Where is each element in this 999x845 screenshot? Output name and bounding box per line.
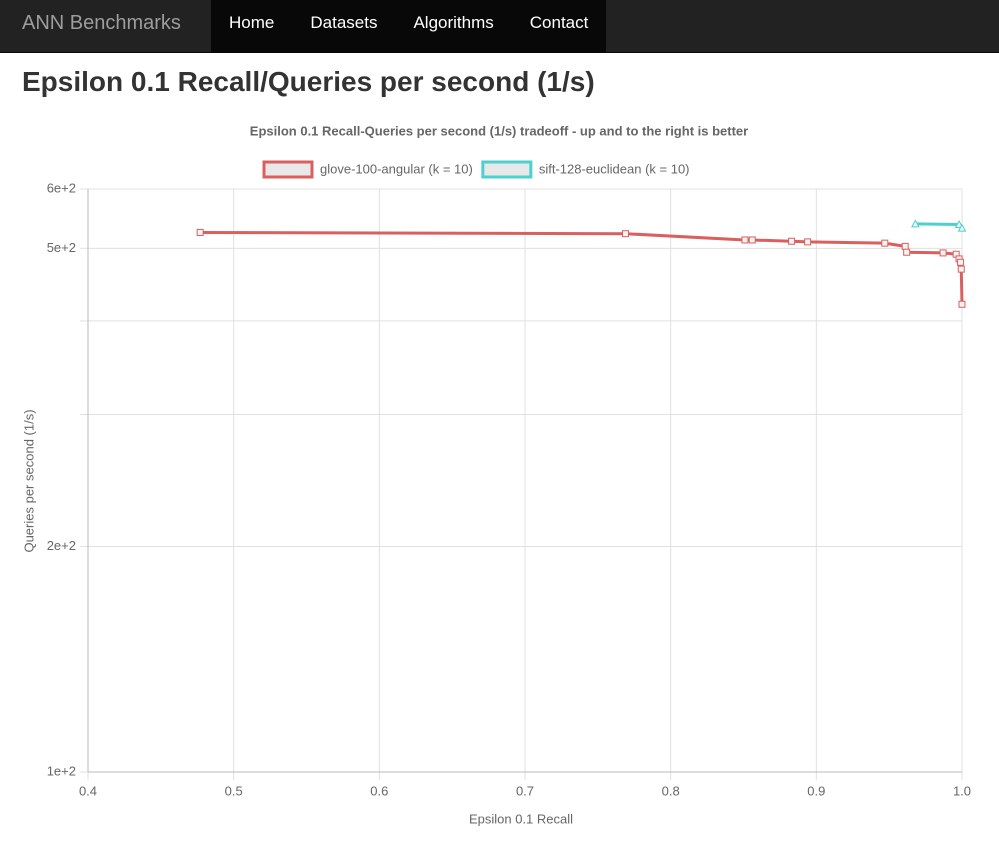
legend-label: glove-100-angular (k = 10) [320,161,473,176]
data-point [788,237,796,245]
nav-link[interactable]: Home [229,13,275,32]
nav-link[interactable]: Datasets [310,13,378,32]
legend-label: sift-128-euclidean (k = 10) [539,161,690,176]
data-point [881,239,889,247]
data-point [748,236,756,244]
x-tick-label: 0.7 [516,783,534,798]
nav-link[interactable]: Algorithms [413,13,494,32]
y-tick-label: 1e+2 [47,763,76,778]
data-point [622,230,630,238]
data-point [196,228,204,236]
navbar: ANN Benchmarks Home Datasets Algorithms Con… [0,0,999,53]
x-tick-label: 0.5 [225,783,243,798]
series-line [200,230,964,305]
legend-item: sift-128-euclidean (k = 10) [481,160,690,179]
y-tick-label: 6e+2 [47,180,76,195]
page-heading: Epsilon 0.1 Recall/Queries per second (1… [22,66,595,97]
brand[interactable]: ANN Benchmarks [22,12,181,34]
chart: Epsilon 0.1 Recall-Queries per second (1… [21,123,971,826]
data-point [939,249,947,257]
x-tick-label: 0.6 [370,783,388,798]
data-point [804,238,812,246]
chart-title: Epsilon 0.1 Recall-Queries per second (1… [250,123,748,138]
data-point [911,219,920,228]
data-point [741,236,749,244]
x-axis-label: Epsilon 0.1 Recall [469,811,573,826]
x-tick-label: 0.8 [662,783,680,798]
data-point [957,223,967,232]
x-tick-label: 0.4 [79,783,97,798]
y-axis-label: Queries per second (1/s) [21,409,36,552]
nav-link[interactable]: Contact [529,13,589,32]
legend-swatch [262,160,314,179]
series-line [915,222,964,230]
x-tick-label: 1.0 [953,783,971,798]
legend-item: glove-100-angular (k = 10) [262,160,473,179]
data-point [901,242,909,250]
x-tick-label: 0.9 [807,783,825,798]
data-point [957,265,965,273]
y-tick-label: 5e+2 [47,240,76,255]
legend-swatch [481,160,533,179]
data-point [903,248,911,256]
data-point [957,258,965,266]
y-tick-label: 2e+2 [47,538,76,553]
data-point [958,300,966,308]
nav-links: Home Datasets Algorithms Contact [211,0,607,52]
